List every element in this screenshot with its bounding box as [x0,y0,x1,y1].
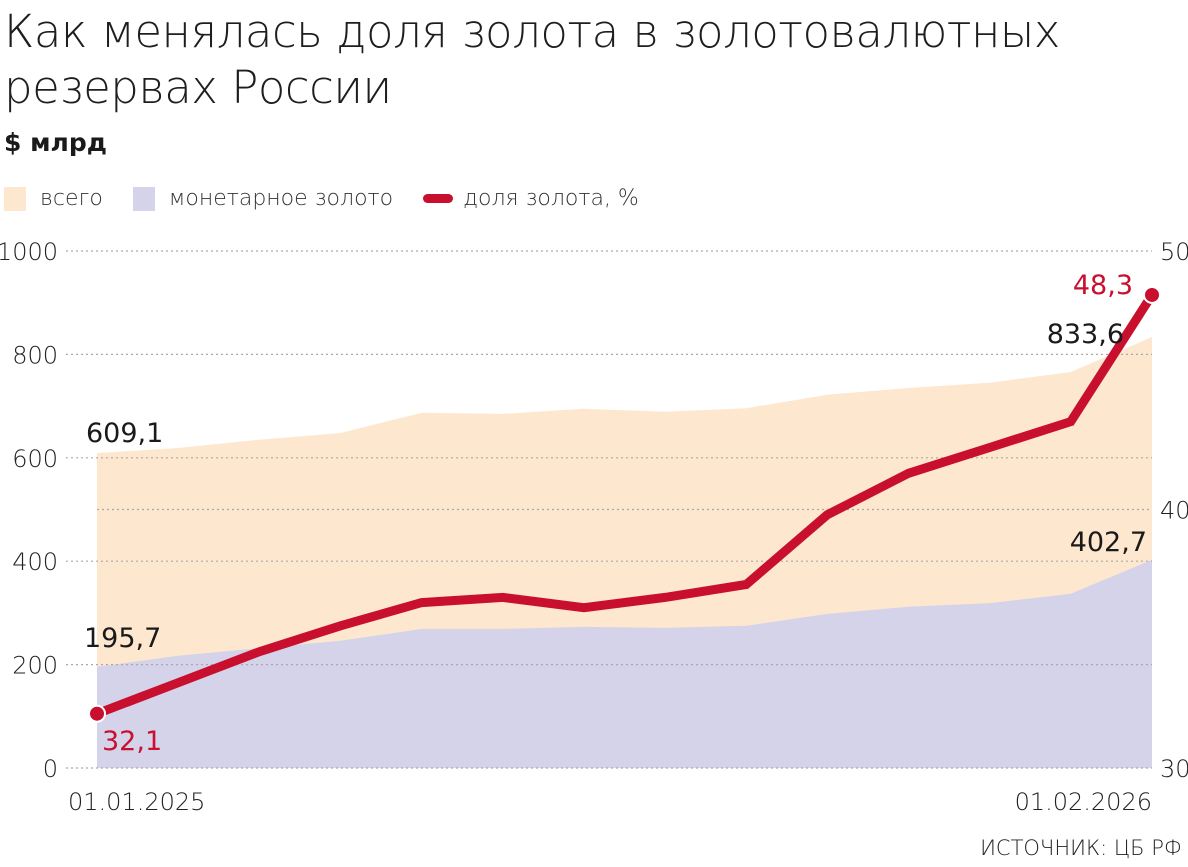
left-tick-label: 200 [12,652,58,680]
total-end-label: 833,6 [1047,319,1124,350]
chart-title: Как менялась доля золота в золотовалютны… [4,4,1104,116]
left-tick-label: 400 [12,548,58,576]
share-start-marker-icon [88,704,106,723]
area-series [97,337,1152,768]
total-start-label: 609,1 [86,418,163,449]
share-end-label: 48,3 [1073,270,1133,301]
left-tick-label: 800 [12,341,58,369]
legend-label-total: всего [40,186,103,211]
left-tick-label: 600 [12,445,58,473]
legend: всего монетарное золото доля золота, % [4,186,669,211]
share-end-marker-icon [1143,285,1161,304]
chart-title-line-2: резервах России [4,61,392,114]
unit-label: $ млрд [4,128,107,157]
source-note: ИСТОЧНИК: ЦБ РФ [980,836,1182,860]
legend-item-gold: монетарное золото [132,186,394,211]
x-end-label: 01.02.2026 [1015,788,1152,816]
gold-start-label: 195,7 [84,623,161,654]
share-line [95,292,1156,718]
chart-title-line-1: Как менялась доля золота в золотовалютны… [4,5,1060,58]
legend-item-share: доля золота, % [423,186,639,211]
gold-swatch-icon [132,186,155,211]
right-tick-label: 50 [1160,238,1188,266]
gold-area [97,559,1152,768]
right-tick-label: 40 [1160,497,1188,525]
left-tick-label: 0 [43,755,58,783]
total-swatch-icon [4,186,26,211]
share-line-icon [423,194,454,203]
share-start-label: 32,1 [102,726,162,757]
left-tick-label: 1000 [0,238,58,266]
axis-labels: 0 200 400 600 800 1000 30 40 50 609,1 195,7 32,1 833… [0,238,1188,816]
legend-label-gold: монетарное золото [168,186,394,211]
share-line-series [88,285,1161,723]
legend-item-total: всего [4,186,103,211]
legend-label-share: доля золота, % [463,186,639,211]
gold-end-label: 402,7 [1070,527,1147,558]
right-tick-label: 30 [1160,755,1188,783]
x-start-label: 01.01.2025 [68,788,205,816]
